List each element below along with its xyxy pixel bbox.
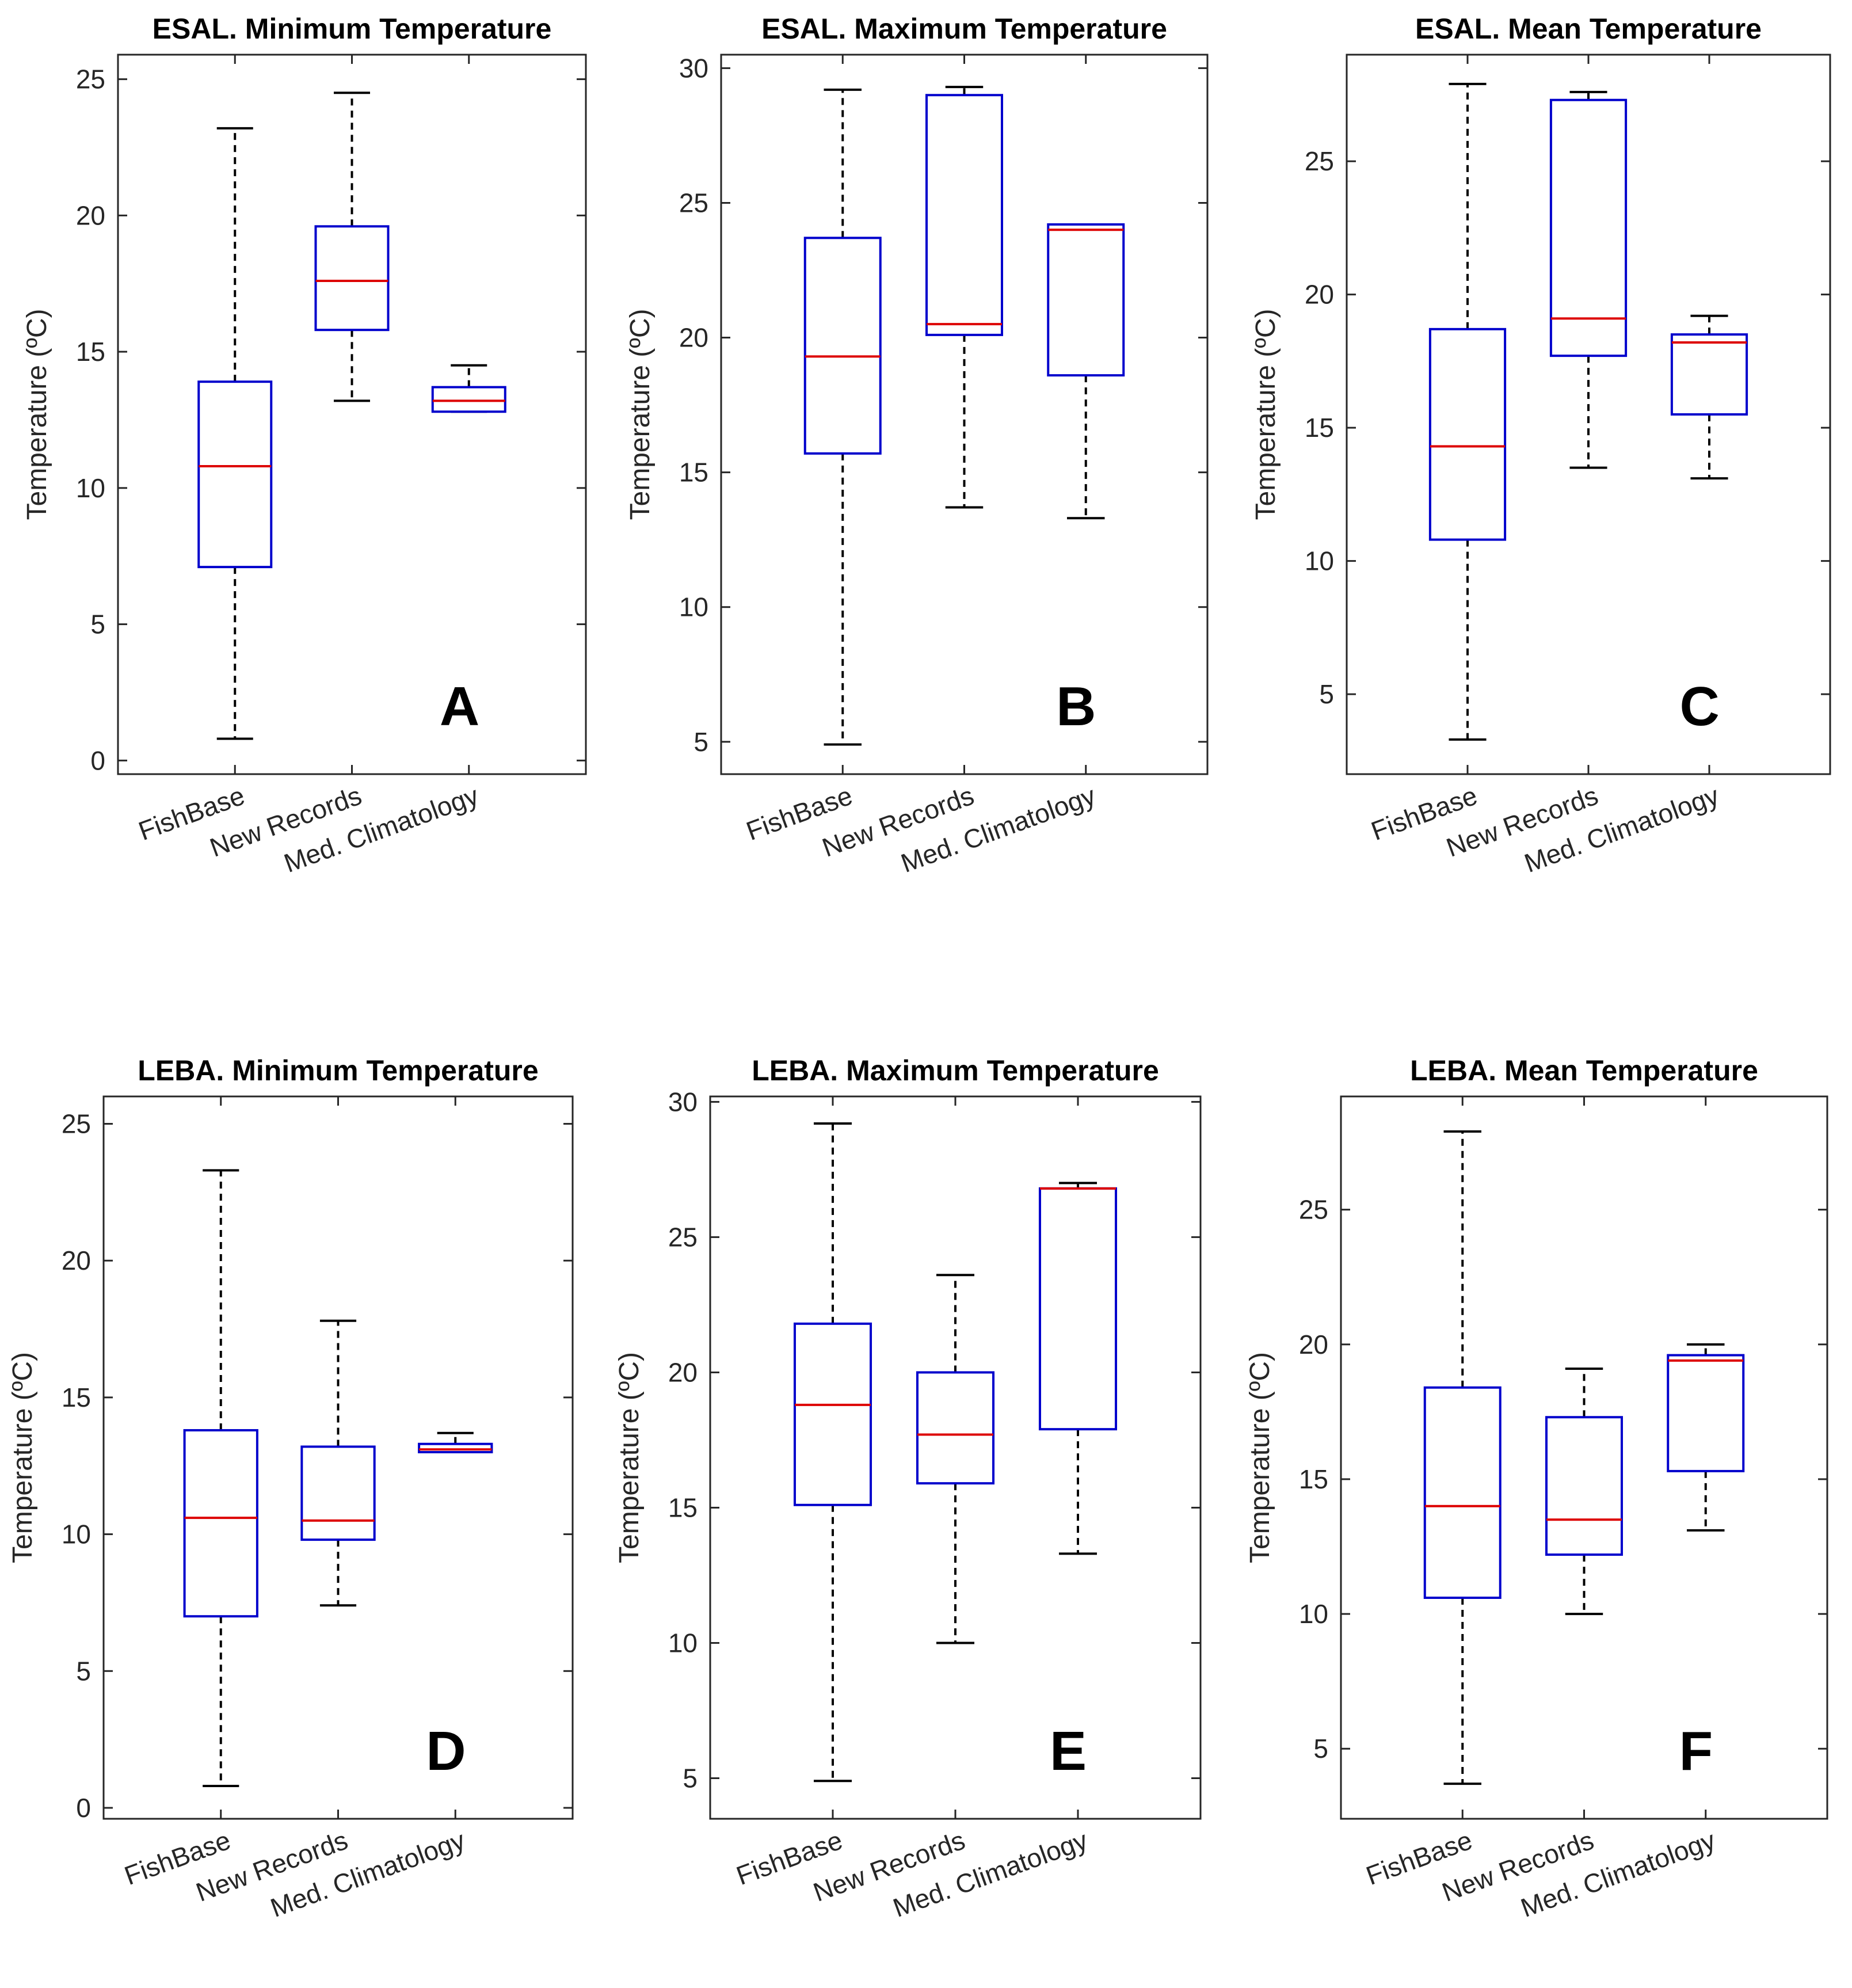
iqr-box — [183, 1429, 258, 1618]
iqr-box — [1549, 98, 1628, 357]
iqr-box — [803, 237, 882, 455]
box-1 — [1549, 90, 1628, 469]
panel-letter: B — [1056, 676, 1096, 737]
box-1 — [925, 86, 1003, 509]
box-0 — [1423, 1130, 1502, 1785]
y-tick-label: 0 — [76, 1793, 91, 1823]
chart-title: LEBA. Maximum Temperature — [752, 1054, 1159, 1087]
y-tick-label: 20 — [679, 323, 708, 353]
box-2 — [1038, 1182, 1118, 1555]
iqr-box — [1428, 327, 1507, 541]
y-tick-label: 5 — [693, 727, 708, 757]
box-1 — [314, 92, 390, 402]
panel-letter: A — [440, 676, 479, 737]
box-1 — [1545, 1367, 1623, 1616]
chart-panel-a: ESAL. Minimum Temperature 0 5 10 15 20 25 Tempe… — [22, 13, 587, 878]
y-tick-label: 25 — [62, 1109, 91, 1139]
iqr-box — [314, 225, 390, 332]
box-1 — [916, 1274, 995, 1644]
y-tick-label: 5 — [90, 610, 105, 639]
iqr-box — [1667, 1354, 1745, 1472]
chart-title: ESAL. Mean Temperature — [1415, 13, 1762, 45]
y-tick-label: 10 — [679, 592, 708, 622]
y-tick-label: 20 — [1305, 280, 1334, 310]
y-tick-label: 15 — [1305, 413, 1334, 443]
iqr-box — [1038, 1187, 1118, 1431]
y-tick-label: 5 — [683, 1763, 698, 1793]
y-tick-label: 15 — [62, 1383, 91, 1412]
y-axis-label: Temperature (ºC) — [1251, 309, 1281, 520]
y-tick-label: 0 — [90, 745, 105, 775]
y-tick-label: 30 — [679, 53, 708, 83]
y-tick-label: 20 — [76, 200, 105, 230]
iqr-box — [1423, 1386, 1502, 1599]
category-label: Med. Climatology — [280, 780, 482, 878]
panel-letter: D — [426, 1720, 466, 1782]
y-tick-label: 10 — [62, 1519, 91, 1549]
chart-title: ESAL. Minimum Temperature — [153, 13, 552, 45]
chart-panel-e: LEBA. Maximum Temperature 5 10 15 20 25 30 Temp… — [614, 1054, 1202, 1923]
y-tick-label: 25 — [1305, 146, 1334, 176]
chart-panel-c: ESAL. Mean Temperature 5 10 15 20 25 Temperatu… — [1251, 13, 1831, 878]
y-tick-label: 10 — [1305, 546, 1334, 576]
box-1 — [300, 1319, 376, 1607]
iqr-box — [1545, 1416, 1623, 1556]
y-tick-label: 10 — [76, 473, 105, 503]
y-tick-label: 15 — [76, 337, 105, 367]
panel-letter: E — [1050, 1720, 1087, 1782]
panel-letter: C — [1680, 676, 1720, 737]
chart-panel-b: ESAL. Maximum Temperature 5 10 15 20 25 30 Temp… — [625, 13, 1209, 878]
box-0 — [1428, 82, 1507, 741]
y-tick-label: 25 — [668, 1222, 698, 1252]
box-0 — [803, 88, 882, 746]
iqr-box — [793, 1322, 872, 1506]
iqr-box — [1670, 333, 1748, 416]
iqr-box — [431, 386, 506, 413]
y-axis-label: Temperature (ºC) — [614, 1352, 645, 1563]
y-axis-label: Temperature (ºC) — [625, 309, 656, 520]
box-2 — [418, 1431, 493, 1453]
panel-letter: F — [1679, 1720, 1713, 1782]
chart-title: LEBA. Mean Temperature — [1410, 1054, 1758, 1087]
y-tick-label: 5 — [1313, 1734, 1328, 1764]
chart-title: LEBA. Minimum Temperature — [138, 1054, 538, 1087]
y-axis-label: Temperature (ºC) — [1245, 1352, 1275, 1563]
y-tick-label: 25 — [1299, 1195, 1328, 1225]
chart-title: ESAL. Maximum Temperature — [761, 13, 1167, 45]
y-tick-label: 20 — [1299, 1330, 1328, 1359]
y-tick-label: 20 — [668, 1357, 698, 1387]
y-tick-label: 15 — [668, 1492, 698, 1522]
chart-panel-d: LEBA. Minimum Temperature 0 5 10 15 20 25 Tempe… — [7, 1054, 574, 1923]
box-2 — [1667, 1343, 1745, 1532]
iqr-box — [300, 1445, 376, 1541]
y-tick-label: 30 — [668, 1087, 698, 1117]
y-tick-label: 5 — [76, 1656, 91, 1686]
box-0 — [183, 1169, 258, 1787]
y-tick-label: 25 — [679, 188, 708, 218]
y-tick-label: 10 — [1299, 1599, 1328, 1629]
iqr-box — [197, 380, 273, 569]
box-0 — [197, 127, 273, 740]
iqr-box — [925, 94, 1003, 336]
y-tick-label: 25 — [76, 64, 105, 94]
y-tick-label: 5 — [1319, 679, 1334, 709]
box-2 — [431, 364, 506, 413]
y-tick-label: 15 — [679, 458, 708, 488]
y-tick-label: 20 — [62, 1246, 91, 1275]
y-axis-label: Temperature (ºC) — [22, 309, 52, 520]
iqr-box — [418, 1442, 493, 1453]
iqr-box — [916, 1371, 995, 1485]
category-label: Med. Climatology — [266, 1825, 469, 1923]
y-tick-label: 15 — [1299, 1464, 1328, 1494]
box-2 — [1047, 223, 1125, 520]
box-0 — [793, 1122, 872, 1783]
box-2 — [1670, 314, 1748, 480]
iqr-box — [1047, 223, 1125, 377]
y-tick-label: 10 — [668, 1628, 698, 1658]
y-axis-label: Temperature (ºC) — [7, 1352, 38, 1563]
chart-panel-f: LEBA. Mean Temperature 5 10 15 20 25 Temperatu… — [1245, 1054, 1828, 1923]
